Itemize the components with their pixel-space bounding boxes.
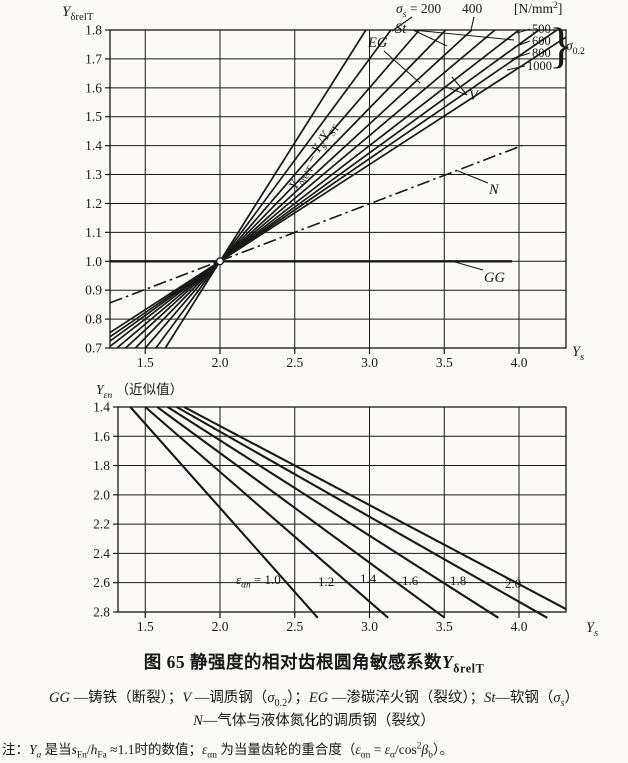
sigma-s-200-label: σs = 200 — [396, 1, 441, 20]
y-tick-label: 1.3 — [85, 167, 102, 182]
series-V-line-1 — [134, 29, 447, 349]
unit-label: [N/mm2] — [514, 0, 562, 16]
footnote: 注：Ya 是当sFn/hFa ≈1.1时的数值；εαn 为当量齿轮的重合度（εα… — [2, 741, 454, 761]
y-tick-label: 2.6 — [93, 575, 110, 590]
sigma02-1000-label-leader — [506, 65, 526, 71]
series-eps-an-1.6 — [167, 406, 499, 619]
figure-65-charts: 1.5 2.0 2.5 3.0 3.5 4.0 0.7 0.8 0.9 1.0 1.1 1.2 1.3 1… — [62, 0, 598, 639]
eps-an-2.0-label: 2.0 — [505, 576, 521, 591]
x-tick-label: 3.5 — [436, 619, 453, 634]
series-V-line-3 — [116, 29, 496, 349]
y-tick-label: 2.4 — [93, 546, 110, 561]
y-tick-label: 1.4 — [85, 138, 102, 153]
sigma02-800-label-leader — [510, 52, 531, 60]
sigma02-800-label: 800 — [532, 46, 551, 60]
y-tick-label: 1.2 — [85, 196, 102, 211]
static-relative-notch-sensitivity: 1.5 2.0 2.5 3.0 3.5 4.0 0.7 0.8 0.9 1.0 1.1 1.2 1.3 1… — [62, 0, 585, 370]
series-eps-an-1.0 — [129, 406, 319, 619]
x-tick-label: 2.5 — [286, 619, 303, 634]
series-eps-an-2.0 — [183, 406, 567, 610]
GG-label-leader — [454, 261, 484, 271]
St-label-leader — [412, 29, 515, 41]
brace: } — [549, 17, 573, 73]
V-label: V — [469, 88, 480, 104]
sigma02-500-label-leader — [516, 28, 531, 34]
x-tick-label: 3.0 — [361, 355, 378, 370]
x-tick-label: 4.0 — [511, 355, 528, 370]
x-tick-label: 4.0 — [511, 619, 528, 634]
St-label: St — [395, 21, 407, 37]
eps-an-1.2-label: 1.2 — [318, 574, 334, 589]
legend-line-2: N—气体与液体氮化的调质钢（裂纹） — [193, 713, 435, 729]
x-axis-title: Ys — [572, 344, 584, 363]
y-tick-label: 1.8 — [85, 23, 102, 38]
y-tick-label: 1.5 — [85, 109, 102, 124]
figure-caption: 图 65 静强度的相对齿根圆角敏感系数YδrelT — [143, 652, 485, 676]
y-tick-label: 0.9 — [85, 283, 102, 298]
series-eps-an-1.4 — [156, 406, 446, 619]
N-label: N — [488, 182, 500, 198]
series-V-line-2 — [125, 29, 473, 349]
y-tick-label: 1.8 — [93, 458, 110, 473]
y-tick-label: 0.7 — [85, 341, 102, 356]
series-sigma02-500 — [109, 29, 520, 348]
series-St-sigma-s-400 — [155, 29, 392, 349]
x-tick-label: 1.5 — [137, 355, 154, 370]
y-tick-label: 2.0 — [93, 487, 110, 502]
y-tick-label: 2.2 — [93, 517, 110, 532]
y-tick-label: 1.6 — [93, 429, 110, 444]
series-eps-an-1.8 — [176, 406, 548, 619]
series-eps-an-1.2 — [144, 406, 389, 619]
eps-an-1.4-label: 1.4 — [360, 571, 377, 586]
equivalent-contact-ratio-conversion-frame — [117, 406, 567, 613]
x-tick-label: 2.5 — [286, 355, 303, 370]
x-tick-label: 3.5 — [436, 355, 453, 370]
y-axis-title: YδrelT — [62, 4, 94, 23]
y-tick-label: 2.8 — [93, 604, 110, 619]
static-relative-notch-sensitivity-frame — [109, 29, 567, 349]
sigma-s-200-label-leader — [391, 16, 413, 32]
V-label-leader — [451, 76, 468, 96]
y-tick-label: 1.6 — [85, 80, 102, 95]
series-N-nitrided — [109, 144, 523, 304]
x-tick-label: 2.0 — [212, 619, 229, 634]
eps-an-1.6-label: 1.6 — [402, 573, 419, 588]
y-axis-title: Yεn （近似值） — [96, 382, 183, 401]
series-St-sigma-s-200 — [164, 29, 367, 349]
equivalent-contact-ratio-conversion: 1.5 2.0 2.5 3.0 3.5 4.0 1.4 1.6 1.8 2.0 2.2 2.4 2.6 2… — [93, 382, 598, 639]
x-tick-label: 3.0 — [361, 619, 378, 634]
x-axis-title: Ys — [586, 620, 598, 639]
EG-label-leader — [383, 50, 421, 84]
sigma-400-label: 400 — [462, 1, 483, 16]
legend-line-1: GG —铸铁（断裂）；V —调质钢（σ0.2）；EG —渗碳淬火钢（裂纹）；St… — [49, 690, 579, 709]
y-tick-label: 1.7 — [85, 51, 102, 66]
eps-an-1.8-label: 1.8 — [450, 573, 466, 588]
sigma02-1000-label: 1000 — [527, 59, 552, 73]
eps-an-1.0-label: εαn = 1.0 — [236, 572, 281, 591]
sigma02-500-label: 500 — [532, 22, 551, 36]
x-tick-label: 2.0 — [212, 355, 229, 370]
V-label-leader — [445, 86, 468, 96]
EG-label: EG — [367, 35, 388, 51]
St-label-leader — [412, 29, 448, 47]
y-tick-label: 1.4 — [93, 400, 110, 415]
sigma02-600-label: 600 — [532, 34, 551, 48]
y-tick-label: 1.0 — [85, 254, 102, 269]
sigma-02-label: σ0.2 — [566, 38, 585, 57]
GG-label: GG — [484, 270, 505, 286]
sigma02-600-label-leader — [513, 40, 531, 48]
y-tick-label: 1.1 — [85, 225, 102, 240]
x-tick-label: 1.5 — [137, 619, 154, 634]
series-sigma02-600 — [109, 29, 540, 342]
N-label-leader — [457, 170, 489, 184]
series-sigma02-1000 — [109, 36, 567, 334]
focus-point — [215, 257, 225, 266]
y-tick-label: 0.8 — [85, 312, 102, 327]
series-EG-line — [144, 29, 420, 349]
equivalent-contact-ratio-conversion-grid — [118, 406, 566, 613]
series-sigma02-800 — [109, 29, 558, 338]
sigma-400-label-leader — [470, 16, 475, 31]
